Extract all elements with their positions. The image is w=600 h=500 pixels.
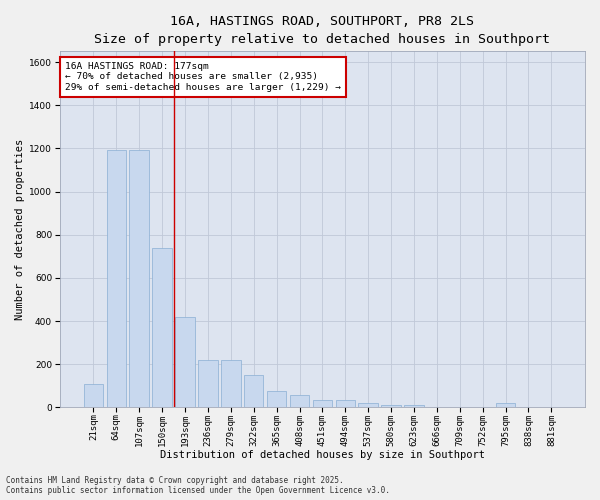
Bar [83,384,103,407]
Bar [107,150,126,408]
Bar [130,150,149,408]
Text: 16A HASTINGS ROAD: 177sqm
← 70% of detached houses are smaller (2,935)
29% of se: 16A HASTINGS ROAD: 177sqm ← 70% of detac… [65,62,341,92]
Bar [175,316,195,408]
Title: 16A, HASTINGS ROAD, SOUTHPORT, PR8 2LS
Size of property relative to detached hou: 16A, HASTINGS ROAD, SOUTHPORT, PR8 2LS S… [94,15,550,46]
Bar [290,396,309,407]
Bar [404,405,424,407]
Bar [358,403,378,407]
Bar [496,403,515,407]
Bar [152,248,172,408]
Bar [382,405,401,407]
Bar [335,400,355,407]
Text: Contains HM Land Registry data © Crown copyright and database right 2025.
Contai: Contains HM Land Registry data © Crown c… [6,476,390,495]
Bar [313,400,332,407]
Bar [221,360,241,408]
X-axis label: Distribution of detached houses by size in Southport: Distribution of detached houses by size … [160,450,485,460]
Bar [244,375,263,408]
Y-axis label: Number of detached properties: Number of detached properties [15,138,25,320]
Bar [198,360,218,408]
Bar [267,391,286,407]
